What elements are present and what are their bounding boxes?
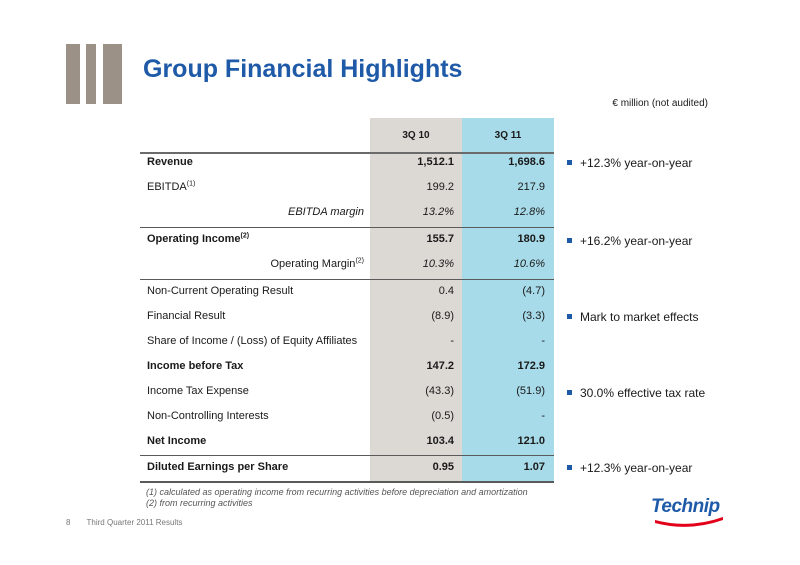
row-value-3q11: (3.3): [522, 310, 545, 322]
row-label: Operating Margin(2): [270, 257, 364, 270]
row-value-3q10: 199.2: [426, 181, 454, 193]
section-rule: [140, 455, 554, 456]
row-value-3q11: 121.0: [517, 435, 545, 447]
row-value-3q10: 10.3%: [422, 258, 454, 270]
technip-logo: Technip: [651, 496, 727, 530]
bullet-square-icon: [567, 160, 572, 166]
row-value-3q11: -: [541, 410, 545, 422]
table-row-operating-income: Operating Income(2) 155.7 180.9: [140, 227, 554, 252]
footnote-ref: (2): [355, 257, 364, 265]
row-value-3q10: 0.95: [432, 461, 454, 473]
bullet-square-icon: [567, 238, 572, 244]
header-rule: [140, 152, 554, 154]
row-value-3q10: 13.2%: [422, 206, 454, 218]
table-row-revenue: Revenue 1,512.1 1,698.6: [140, 150, 554, 175]
row-label: Diluted Earnings per Share: [147, 461, 289, 473]
row-label: Non-Current Operating Result: [147, 285, 294, 297]
logo-swoosh-icon: [655, 517, 723, 527]
bullet-revenue: +12.3% year-on-year: [567, 156, 692, 170]
technip-logo-wordmark: Technip: [651, 496, 720, 517]
footnote-2: (2) from recurring activities: [146, 498, 253, 508]
logo-bars: [66, 44, 122, 104]
bullet-square-icon: [567, 314, 572, 320]
section-rule: [140, 227, 554, 228]
row-value-3q10: 0.4: [438, 285, 454, 297]
table-row-ebitda-margin: EBITDA margin 13.2% 12.8%: [140, 200, 554, 225]
row-label: Share of Income / (Loss) of Equity Affil…: [147, 335, 358, 347]
table-row-equity-affiliates: Share of Income / (Loss) of Equity Affil…: [140, 329, 554, 354]
row-label: EBITDA(1): [147, 180, 196, 193]
row-value-3q11: 217.9: [517, 181, 545, 193]
row-value-3q11: 180.9: [517, 233, 545, 245]
row-value-3q11: -: [541, 335, 545, 347]
row-label: Net Income: [147, 435, 207, 447]
table-row-diluted-eps: Diluted Earnings per Share 0.95 1.07: [140, 455, 554, 480]
page-number: 8: [66, 518, 71, 527]
table-row-financial-result: Financial Result (8.9) (3.3): [140, 304, 554, 329]
section-rule: [140, 279, 554, 280]
table-bottom-rule: [140, 481, 554, 483]
column-3q10-background: [370, 118, 462, 482]
row-value-3q11: 1,698.6: [508, 156, 545, 168]
row-label: EBITDA margin: [287, 206, 364, 218]
row-label: Financial Result: [147, 310, 226, 322]
row-value-3q10: 103.4: [426, 435, 454, 447]
row-label: Non-Controlling Interests: [147, 410, 269, 422]
table-row-income-tax-expense: Income Tax Expense (43.3) (51.9): [140, 379, 554, 404]
footer: 8 Third Quarter 2011 Results: [66, 518, 182, 527]
units-note: € million (not audited): [612, 98, 708, 109]
bullet-financial-result: Mark to market effects: [567, 310, 698, 324]
row-value-3q10: (8.9): [431, 310, 454, 322]
row-value-3q10: 155.7: [426, 233, 454, 245]
table-row-non-controlling-interests: Non-Controlling Interests (0.5) -: [140, 404, 554, 429]
row-value-3q11: 172.9: [517, 360, 545, 372]
bullet-square-icon: [567, 465, 572, 471]
page-title: Group Financial Highlights: [143, 55, 463, 83]
footnote-ref: (1): [186, 180, 196, 188]
row-value-3q11: (51.9): [516, 385, 545, 397]
row-value-3q11: 10.6%: [513, 258, 545, 270]
row-value-3q10: (0.5): [431, 410, 454, 422]
row-label: Income before Tax: [147, 360, 244, 372]
row-value-3q10: 1,512.1: [417, 156, 454, 168]
bullet-operating-income: +16.2% year-on-year: [567, 234, 692, 248]
bullet-square-icon: [567, 390, 572, 396]
table-row-income-before-tax: Income before Tax 147.2 172.9: [140, 354, 554, 379]
column-header-3q10: 3Q 10: [402, 130, 430, 141]
row-label: Operating Income(2): [147, 232, 250, 245]
footer-text: Third Quarter 2011 Results: [86, 518, 183, 527]
row-label: Revenue: [147, 156, 193, 168]
table-row-net-income: Net Income 103.4 121.0: [140, 429, 554, 454]
row-value-3q11: 12.8%: [513, 206, 545, 218]
row-value-3q10: (43.3): [425, 385, 454, 397]
bullet-eps: +12.3% year-on-year: [567, 461, 692, 475]
table-row-ebitda: EBITDA(1) 199.2 217.9: [140, 175, 554, 200]
row-value-3q10: -: [450, 335, 454, 347]
footnote-ref: (2): [240, 232, 250, 240]
column-3q11-background: [462, 118, 554, 482]
bullet-income-tax: 30.0% effective tax rate: [567, 386, 705, 400]
footnote-1: (1) calculated as operating income from …: [146, 487, 528, 497]
row-value-3q11: 1.07: [523, 461, 545, 473]
row-value-3q10: 147.2: [426, 360, 454, 372]
table-row-non-current-operating-result: Non-Current Operating Result 0.4 (4.7): [140, 279, 554, 304]
row-value-3q11: (4.7): [522, 285, 545, 297]
column-header-3q11: 3Q 11: [494, 130, 522, 141]
row-label: Income Tax Expense: [147, 385, 249, 397]
table-row-operating-margin: Operating Margin(2) 10.3% 10.6%: [140, 252, 554, 277]
